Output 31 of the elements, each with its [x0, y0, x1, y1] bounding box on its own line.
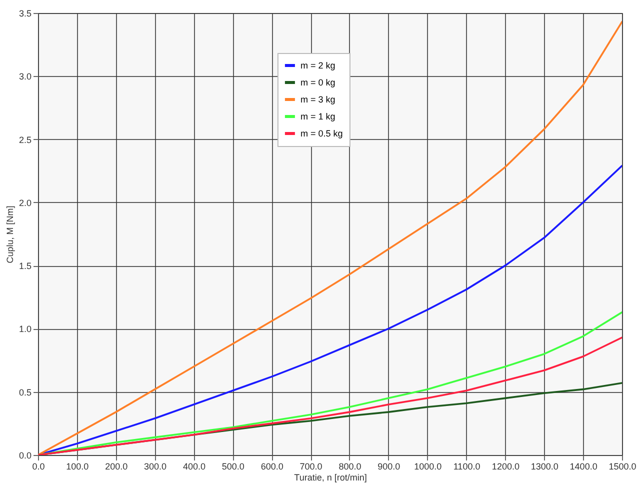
x-tick-label: 700.0 — [300, 462, 322, 472]
x-tick-label: 200.0 — [105, 462, 128, 472]
legend-label: m = 0 kg — [300, 78, 336, 88]
y-axis-title: Cuplu, M [Nm] — [4, 206, 15, 264]
x-tick-label: 100.0 — [66, 462, 89, 472]
y-tick-label: 0.0 — [18, 450, 32, 460]
x-tick-label: 1200.0 — [492, 462, 520, 472]
x-tick-label: 1300.0 — [530, 462, 558, 472]
x-tick-label: 500.0 — [222, 462, 244, 472]
x-tick-label: 0.0 — [32, 462, 45, 472]
y-tick-label: 1.0 — [18, 324, 32, 334]
x-tick-label: 1500.0 — [608, 462, 636, 472]
x-tick-label: 900.0 — [378, 462, 400, 472]
legend-label: m = 3 kg — [300, 94, 336, 104]
y-tick-label: 2.5 — [18, 134, 32, 145]
y-tick-label: 2.0 — [18, 198, 32, 208]
y-tick-label: 1.5 — [18, 261, 32, 272]
x-tick-label: 1000.0 — [414, 462, 442, 472]
y-tick-label: 3.0 — [18, 72, 32, 82]
legend-label: m = 2 kg — [300, 60, 336, 70]
legend-label: m = 0.5 kg — [300, 128, 343, 138]
x-tick-label: 800.0 — [338, 462, 362, 472]
x-axis-title: Turatie, n [rot/min] — [294, 472, 367, 482]
x-tick-label: 1400.0 — [570, 462, 598, 472]
legend-label: m = 1 kg — [300, 112, 336, 122]
x-tick-label: 600.0 — [260, 462, 284, 472]
x-tick-label: 300.0 — [144, 462, 167, 472]
x-tick-label: 1100.0 — [453, 462, 480, 472]
y-tick-label: 0.5 — [18, 387, 32, 398]
x-tick-label: 400.0 — [182, 462, 206, 472]
y-tick-label: 3.5 — [18, 8, 32, 18]
